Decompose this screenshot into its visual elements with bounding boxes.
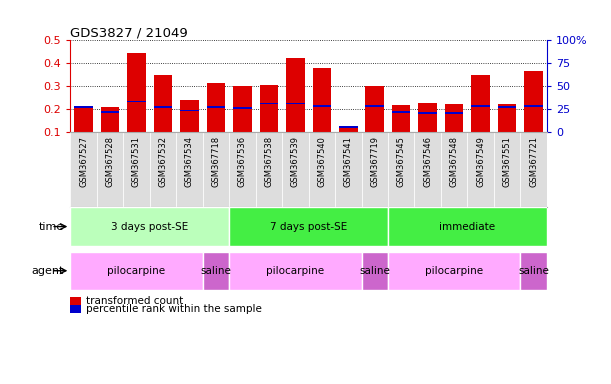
Bar <box>229 252 362 290</box>
Bar <box>203 132 229 207</box>
Bar <box>362 132 388 207</box>
Bar <box>233 86 252 132</box>
Bar <box>419 103 437 132</box>
Bar <box>521 252 547 290</box>
Bar <box>286 103 305 104</box>
Text: GSM367534: GSM367534 <box>185 136 194 187</box>
Bar <box>388 132 414 207</box>
Bar <box>229 132 255 207</box>
Bar <box>335 132 362 207</box>
Text: pilocarpine: pilocarpine <box>266 266 324 276</box>
Bar <box>445 112 463 114</box>
Text: saline: saline <box>518 266 549 276</box>
Text: GSM367718: GSM367718 <box>211 136 221 187</box>
Text: immediate: immediate <box>439 222 496 232</box>
Bar <box>365 86 384 132</box>
Bar <box>524 71 543 132</box>
Text: GSM367719: GSM367719 <box>370 136 379 187</box>
Text: GSM367527: GSM367527 <box>79 136 88 187</box>
Text: GSM367538: GSM367538 <box>265 136 273 187</box>
Bar <box>70 207 229 246</box>
Text: GSM367532: GSM367532 <box>158 136 167 187</box>
Bar <box>203 252 229 290</box>
Bar <box>260 103 278 104</box>
Bar <box>339 128 357 132</box>
Text: GSM367546: GSM367546 <box>423 136 432 187</box>
Bar <box>127 53 145 132</box>
Bar <box>494 132 521 207</box>
Text: GSM367549: GSM367549 <box>476 136 485 187</box>
Text: GSM367531: GSM367531 <box>132 136 141 187</box>
Bar <box>282 132 309 207</box>
Bar <box>309 132 335 207</box>
Bar <box>70 132 97 207</box>
Bar <box>127 101 146 102</box>
Bar <box>524 105 543 107</box>
Bar <box>498 104 516 132</box>
Bar <box>286 58 305 132</box>
Bar <box>339 126 357 127</box>
Bar <box>101 107 119 132</box>
Bar <box>207 106 225 108</box>
Bar <box>75 106 93 108</box>
Bar <box>392 111 411 113</box>
Text: GSM367536: GSM367536 <box>238 136 247 187</box>
Bar <box>255 132 282 207</box>
Text: pilocarpine: pilocarpine <box>108 266 166 276</box>
Text: 3 days post-SE: 3 days post-SE <box>111 222 188 232</box>
Bar <box>313 68 331 132</box>
Text: GSM367721: GSM367721 <box>529 136 538 187</box>
Bar <box>154 106 172 108</box>
Text: GDS3827 / 21049: GDS3827 / 21049 <box>70 26 188 39</box>
Bar <box>207 83 225 132</box>
Bar <box>472 75 490 132</box>
Text: GSM367528: GSM367528 <box>106 136 114 187</box>
Text: transformed count: transformed count <box>86 296 183 306</box>
Bar <box>123 132 150 207</box>
Bar <box>154 75 172 132</box>
Bar <box>70 252 203 290</box>
Bar <box>388 252 521 290</box>
Text: GSM367539: GSM367539 <box>291 136 300 187</box>
Bar <box>365 105 384 107</box>
Text: GSM367551: GSM367551 <box>503 136 511 187</box>
Text: 7 days post-SE: 7 days post-SE <box>270 222 347 232</box>
Text: saline: saline <box>200 266 232 276</box>
Bar <box>97 132 123 207</box>
Text: GSM367540: GSM367540 <box>317 136 326 187</box>
Bar <box>521 132 547 207</box>
Bar <box>362 252 388 290</box>
Text: GSM367548: GSM367548 <box>450 136 459 187</box>
Bar <box>472 105 490 107</box>
Bar <box>229 207 388 246</box>
Bar <box>180 100 199 132</box>
Bar <box>75 107 93 132</box>
Text: time: time <box>39 222 64 232</box>
Bar <box>388 207 547 246</box>
Text: GSM367541: GSM367541 <box>344 136 353 187</box>
Bar <box>441 132 467 207</box>
Bar <box>445 104 463 132</box>
Bar <box>150 132 176 207</box>
Bar <box>180 110 199 111</box>
Text: saline: saline <box>359 266 390 276</box>
Bar <box>260 85 278 132</box>
Text: agent: agent <box>32 266 64 276</box>
Bar <box>176 132 203 207</box>
Bar <box>467 132 494 207</box>
Bar <box>419 112 437 114</box>
Bar <box>233 108 252 109</box>
Text: GSM367545: GSM367545 <box>397 136 406 187</box>
Text: percentile rank within the sample: percentile rank within the sample <box>86 304 262 314</box>
Text: pilocarpine: pilocarpine <box>425 266 483 276</box>
Bar <box>414 132 441 207</box>
Bar <box>498 106 516 108</box>
Bar <box>392 105 411 132</box>
Bar <box>101 111 119 113</box>
Bar <box>313 105 331 107</box>
